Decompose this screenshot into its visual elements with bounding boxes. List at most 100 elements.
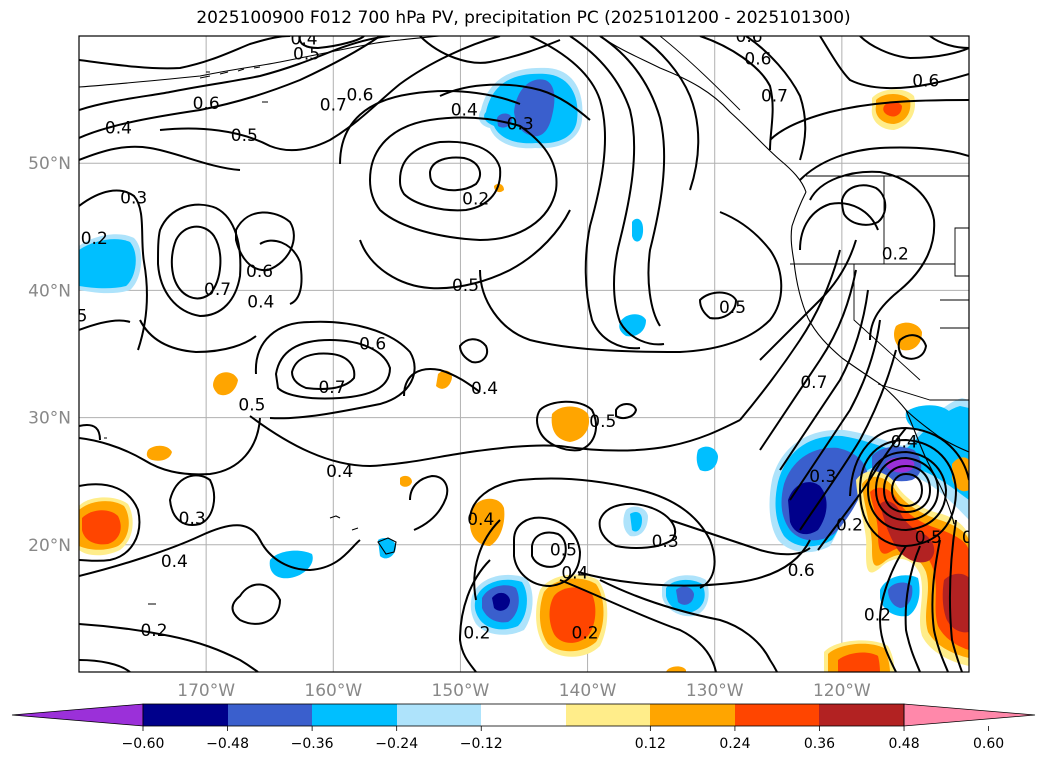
- pv-contour: [882, 464, 932, 514]
- pv-contour: [79, 319, 131, 331]
- colorbar-segment: [566, 704, 650, 726]
- contour-label: 0.7: [204, 280, 231, 300]
- contour-label: 0.5: [60, 307, 87, 327]
- coastline-southeast-alaska: [599, 36, 807, 193]
- pv-contour: [469, 477, 716, 589]
- contour-label: 0.6: [744, 50, 771, 70]
- pv-contour: [403, 368, 481, 397]
- colorbar-segment: [819, 704, 904, 726]
- colorbar-tick-label: −0.48: [206, 736, 249, 752]
- precip-negative-area: [514, 79, 555, 137]
- colorbar-tick-label: −0.24: [375, 736, 418, 752]
- colorbar-tick-label: 0.36: [804, 736, 835, 752]
- pv-contour: [559, 419, 741, 452]
- pv-contour: [840, 184, 887, 226]
- contour-label: 0.6: [346, 85, 373, 105]
- pv-contour: [479, 211, 783, 354]
- pv-contour: [458, 338, 488, 364]
- pv-contour: [759, 269, 857, 451]
- coastline-small-islands: [104, 71, 268, 605]
- contour-label: 0.4: [326, 462, 353, 482]
- precip-positive-area: [82, 510, 121, 545]
- pv-contour: [368, 116, 558, 242]
- contour-label: 0.5: [293, 45, 320, 65]
- contour-label: 0.7: [320, 96, 347, 116]
- contour-label: 0.2: [836, 515, 863, 535]
- colorbar-segment: [312, 704, 397, 726]
- contour-label: 0.2: [140, 621, 167, 641]
- pv-contour: [79, 36, 291, 70]
- longitude-label: 150°W: [432, 681, 490, 701]
- pv-contour: [79, 36, 381, 139]
- pv-contour: [799, 202, 879, 251]
- colorbar-over-extension: [903, 703, 1036, 727]
- pv-contour: [79, 145, 241, 171]
- pv-contour: [458, 559, 491, 672]
- pv-contour: [849, 426, 969, 497]
- colorbar-segment: [481, 704, 566, 726]
- colorbar-tick-label: −0.12: [460, 736, 503, 752]
- contour-label: 0.6: [912, 71, 939, 91]
- pv-contour: [769, 99, 969, 141]
- pv-contour: [139, 319, 257, 354]
- pv-contour: [259, 239, 303, 305]
- pv-contour: [866, 450, 948, 532]
- contour-label: 0.7: [318, 378, 345, 398]
- pv-contour: [890, 472, 924, 508]
- pv-contour: [359, 209, 571, 290]
- contour-label: 0.6: [736, 27, 763, 47]
- pv-contour: [274, 338, 392, 400]
- colorbar: −0.60 −0.48 −0.36 −0.24 −0.12 0.12 0.24 0.36 0.4…: [11, 703, 1036, 752]
- contour-label: 0.4: [247, 293, 274, 313]
- pv-contour: [745, 36, 807, 161]
- pv-contour: [298, 36, 365, 50]
- precipitation-shading: [79, 67, 969, 672]
- pv-contour: [156, 203, 242, 318]
- precip-negative-area: [676, 586, 694, 605]
- pv-contour: [669, 519, 811, 556]
- precip-positive-area: [436, 370, 452, 389]
- colorbar-tick-label: −0.60: [122, 736, 165, 752]
- pv-contour: [168, 474, 216, 526]
- contour-label: 0.3: [507, 115, 534, 135]
- pv-contour: [231, 583, 282, 625]
- latitude-label: 20°N: [28, 536, 71, 556]
- contour-label: 0.3: [652, 532, 679, 552]
- precip-positive-area: [146, 445, 172, 461]
- contour-label: 0.4: [471, 379, 498, 399]
- coastline-alaska-peninsula: [79, 36, 441, 88]
- pv-contour: [409, 474, 449, 531]
- contour-label: 0.5: [550, 541, 577, 561]
- contour-label: 0.7: [761, 87, 788, 107]
- pv-contour: [290, 352, 356, 390]
- colorbar-segment: [228, 704, 312, 726]
- contour-label: 0.4: [451, 101, 478, 121]
- colorbar-tick-label: 0.12: [635, 736, 666, 752]
- contour-label: 0.7: [800, 373, 827, 393]
- colorbar-segment: [397, 704, 481, 726]
- precip-negative-area: [79, 239, 136, 289]
- contour-label: 0.4: [891, 433, 918, 453]
- pv-contour: [79, 524, 361, 577]
- pv-contour: [398, 140, 502, 212]
- pv-contour: [577, 539, 811, 587]
- pv-contour: [559, 579, 717, 672]
- pv-contour: [249, 415, 561, 468]
- colorbar-tick-label: 0.48: [888, 736, 919, 752]
- pv-contour: [929, 36, 969, 49]
- pv-contour: [858, 438, 958, 548]
- pv-contour: [159, 36, 501, 152]
- pv-contour: [339, 90, 521, 165]
- pv-contour: [904, 545, 921, 672]
- border-us-mexico: [877, 383, 969, 401]
- longitude-label: 140°W: [559, 681, 617, 701]
- precip-negative-area: [497, 113, 512, 128]
- pv-contour: [170, 225, 222, 300]
- contour-label: 0.6: [246, 262, 273, 282]
- contour-label: 0.2: [882, 244, 909, 264]
- longitude-label: 130°W: [686, 681, 744, 701]
- precip-negative-area: [630, 512, 642, 532]
- coastline-hawaii: [329, 515, 397, 555]
- precip-negative-area: [696, 446, 718, 472]
- colorbar-segment: [143, 704, 228, 726]
